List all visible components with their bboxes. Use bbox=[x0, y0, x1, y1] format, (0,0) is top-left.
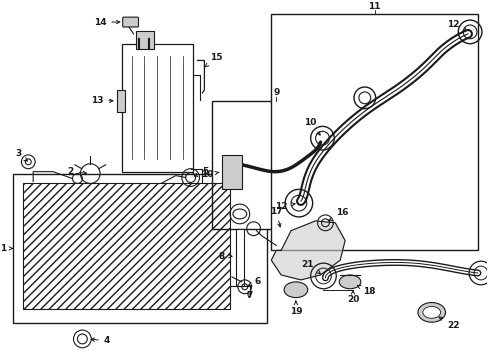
Text: 20: 20 bbox=[346, 291, 359, 304]
Bar bbox=[14, 174, 267, 323]
Bar bbox=[23, 184, 229, 309]
Text: 1: 1 bbox=[0, 244, 13, 253]
FancyBboxPatch shape bbox=[122, 17, 138, 27]
Text: 18: 18 bbox=[357, 285, 375, 296]
Text: 10: 10 bbox=[304, 118, 320, 135]
Text: 17: 17 bbox=[269, 207, 282, 227]
Ellipse shape bbox=[422, 306, 440, 318]
Ellipse shape bbox=[417, 302, 445, 322]
Bar bbox=[222, 155, 241, 189]
Bar bbox=[117, 90, 124, 112]
Text: 9: 9 bbox=[272, 89, 279, 98]
Text: 13: 13 bbox=[91, 96, 113, 105]
Text: 2: 2 bbox=[67, 167, 86, 176]
Ellipse shape bbox=[284, 282, 307, 298]
Bar bbox=[271, 14, 477, 250]
Text: 4: 4 bbox=[91, 336, 110, 345]
Text: 11: 11 bbox=[367, 2, 380, 11]
Text: 19: 19 bbox=[289, 301, 302, 316]
Text: 16: 16 bbox=[328, 208, 348, 221]
Text: 14: 14 bbox=[94, 18, 120, 27]
Text: 15: 15 bbox=[204, 53, 222, 67]
Bar bbox=[136, 31, 154, 49]
Text: 12: 12 bbox=[274, 202, 294, 211]
Ellipse shape bbox=[339, 275, 360, 289]
Text: 10: 10 bbox=[201, 170, 219, 179]
Text: 6: 6 bbox=[248, 277, 260, 286]
Text: 5: 5 bbox=[194, 167, 208, 176]
Bar bbox=[212, 101, 340, 229]
Text: 8: 8 bbox=[219, 252, 231, 261]
Text: 12: 12 bbox=[446, 19, 466, 30]
Text: 21: 21 bbox=[301, 260, 320, 274]
Bar bbox=[122, 44, 192, 172]
Text: 3: 3 bbox=[15, 149, 27, 161]
Polygon shape bbox=[271, 221, 345, 280]
Bar bbox=[235, 229, 243, 286]
Ellipse shape bbox=[232, 209, 246, 219]
Text: 22: 22 bbox=[438, 317, 459, 330]
Text: 7: 7 bbox=[246, 291, 252, 300]
